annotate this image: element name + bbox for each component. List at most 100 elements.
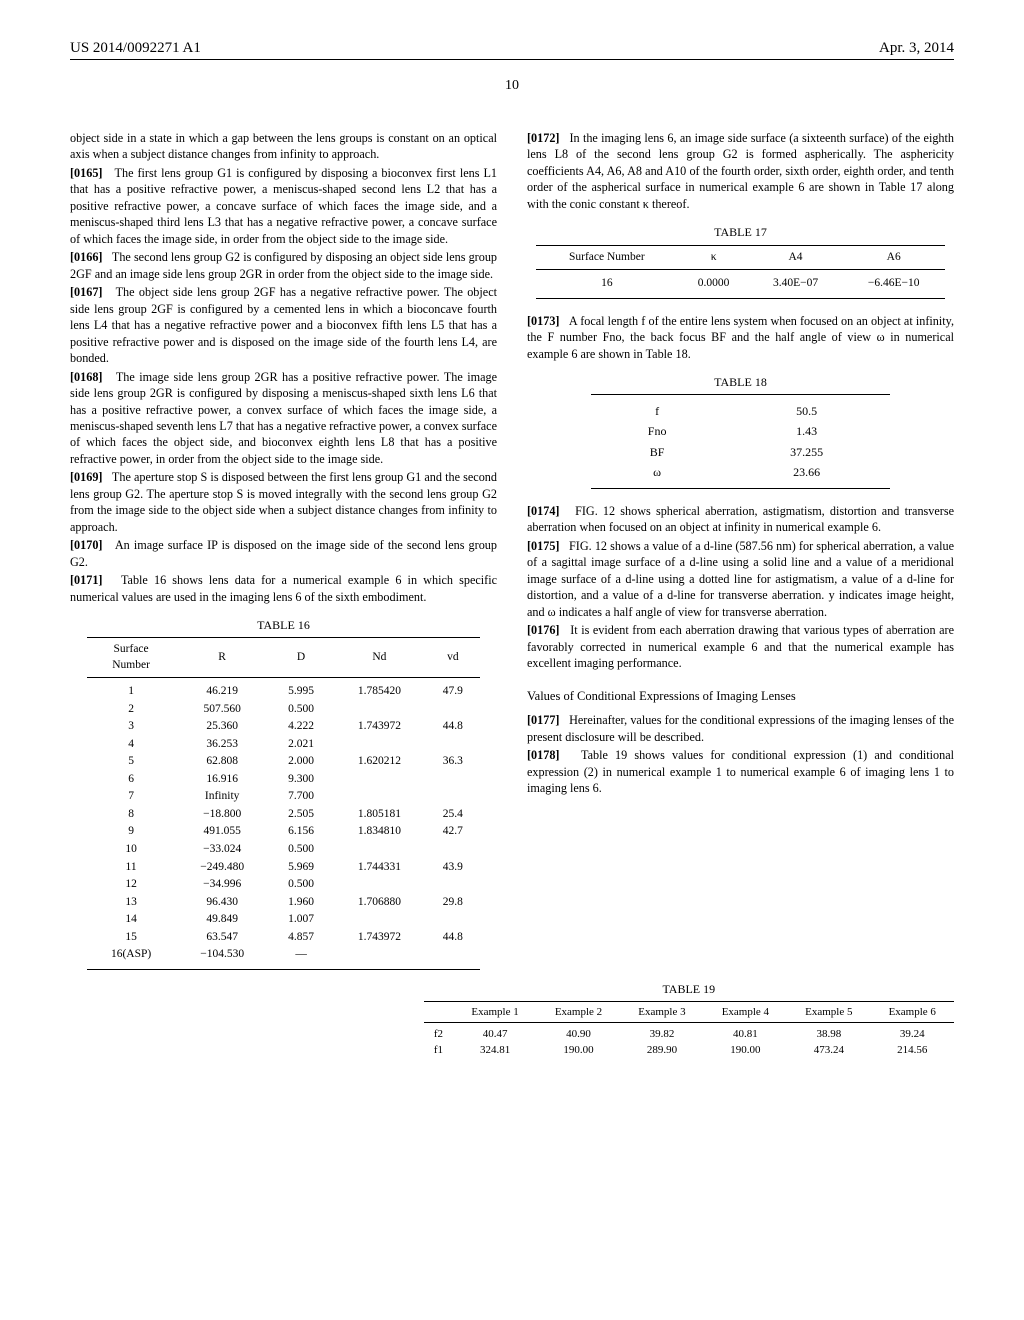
table-cell: 11 (87, 859, 175, 877)
table-cell: 0.500 (269, 876, 333, 894)
intro-fragment: object side in a state in which a gap be… (70, 130, 497, 163)
table-cell: 39.24 (871, 1022, 954, 1042)
table-cell: 63.547 (175, 929, 269, 947)
para-label: [0171] (70, 573, 103, 587)
table17-title: TABLE 17 (527, 224, 954, 240)
table-cell (333, 736, 426, 754)
table-cell: 43.9 (426, 859, 480, 877)
table-cell (333, 841, 426, 859)
table-cell: 1.43 (723, 421, 890, 441)
table-cell: 25.4 (426, 806, 480, 824)
table-cell (426, 841, 480, 859)
table-cell: −104.530 (175, 946, 269, 969)
table-cell: 4 (87, 736, 175, 754)
table-cell (333, 701, 426, 719)
table-cell: 6.156 (269, 823, 333, 841)
table-cell: 39.82 (620, 1022, 703, 1042)
table-cell: 190.00 (704, 1042, 787, 1058)
table-row: 12−34.9960.500 (87, 876, 480, 894)
table-cell: −18.800 (175, 806, 269, 824)
table-cell: 47.9 (426, 678, 480, 701)
table-row: 1449.8491.007 (87, 911, 480, 929)
table-row: 8−18.8002.5051.80518125.4 (87, 806, 480, 824)
table-cell (426, 946, 480, 969)
table-cell (426, 911, 480, 929)
para-0177: [0177] Hereinafter, values for the condi… (527, 712, 954, 745)
para-label: [0168] (70, 370, 103, 384)
table-cell: 2.000 (269, 753, 333, 771)
table-cell: 507.560 (175, 701, 269, 719)
table19: Example 1Example 2Example 3Example 4Exam… (424, 1001, 954, 1058)
table-cell: −34.996 (175, 876, 269, 894)
table-cell: 40.81 (704, 1022, 787, 1042)
table-cell: 3.40E−07 (749, 270, 842, 299)
para-0176: [0176] It is evident from each aberratio… (527, 622, 954, 671)
para-0172: [0172] In the imaging lens 6, an image s… (527, 130, 954, 212)
table-cell: 9.300 (269, 771, 333, 789)
para-label: [0165] (70, 166, 103, 180)
table-cell: 2 (87, 701, 175, 719)
table-header-cell: κ (678, 245, 749, 270)
table-cell: Infinity (175, 788, 269, 806)
table-cell: 6 (87, 771, 175, 789)
publication-date: Apr. 3, 2014 (879, 40, 954, 57)
table-header-cell: Example 4 (704, 1001, 787, 1022)
table-cell: 1.620212 (333, 753, 426, 771)
publication-number: US 2014/0092271 A1 (70, 40, 201, 57)
para-text: Table 19 shows values for conditional ex… (527, 748, 954, 795)
right-column: [0172] In the imaging lens 6, an image s… (527, 130, 954, 970)
table-cell: 324.81 (453, 1042, 536, 1058)
table-cell (333, 771, 426, 789)
table-row: BF37.255 (591, 442, 890, 462)
para-0170: [0170] An image surface IP is disposed o… (70, 537, 497, 570)
table-cell (426, 876, 480, 894)
para-0165: [0165] The first lens group G1 is config… (70, 165, 497, 247)
table-row: 7Infinity7.700 (87, 788, 480, 806)
table-header-cell: SurfaceNumber (87, 638, 175, 678)
table-cell: 1.960 (269, 894, 333, 912)
table-row: 160.00003.40E−07−6.46E−10 (536, 270, 946, 299)
table-cell: 36.3 (426, 753, 480, 771)
table-cell: 2.021 (269, 736, 333, 754)
table-row: f240.4740.9039.8240.8138.9839.24 (424, 1022, 954, 1042)
table-cell (426, 701, 480, 719)
table-cell: 16 (536, 270, 679, 299)
table-cell: 7.700 (269, 788, 333, 806)
table-cell: 190.00 (537, 1042, 620, 1058)
table-row: 616.9169.300 (87, 771, 480, 789)
table-cell: 50.5 (723, 395, 890, 422)
table-cell: BF (591, 442, 723, 462)
table-header-cell (424, 1001, 454, 1022)
table-cell: 10 (87, 841, 175, 859)
para-label: [0172] (527, 131, 560, 145)
table-header-cell: Nd (333, 638, 426, 678)
table-cell: 0.500 (269, 841, 333, 859)
section-heading: Values of Conditional Expressions of Ima… (527, 688, 954, 705)
table-cell: −249.480 (175, 859, 269, 877)
table-cell: 44.8 (426, 718, 480, 736)
table-cell: 13 (87, 894, 175, 912)
left-column: object side in a state in which a gap be… (70, 130, 497, 970)
table-row: 436.2532.021 (87, 736, 480, 754)
table16-title: TABLE 16 (70, 617, 497, 633)
table-cell: 491.055 (175, 823, 269, 841)
table-cell: 96.430 (175, 894, 269, 912)
para-0168: [0168] The image side lens group 2GR has… (70, 369, 497, 468)
table-cell: 1.785420 (333, 678, 426, 701)
table-cell: 4.857 (269, 929, 333, 947)
para-label: [0173] (527, 314, 560, 328)
table-cell: 37.255 (723, 442, 890, 462)
table-cell: 9 (87, 823, 175, 841)
table-cell (333, 946, 426, 969)
table-header-cell: R (175, 638, 269, 678)
para-0173: [0173] A focal length f of the entire le… (527, 313, 954, 362)
table-cell: 2.505 (269, 806, 333, 824)
table-cell: 14 (87, 911, 175, 929)
para-label: [0166] (70, 250, 103, 264)
table-cell: ω (591, 462, 723, 489)
table-cell: 4.222 (269, 718, 333, 736)
table-cell: 62.808 (175, 753, 269, 771)
table-row: 325.3604.2221.74397244.8 (87, 718, 480, 736)
para-text: In the imaging lens 6, an image side sur… (527, 131, 954, 211)
table-cell (426, 771, 480, 789)
